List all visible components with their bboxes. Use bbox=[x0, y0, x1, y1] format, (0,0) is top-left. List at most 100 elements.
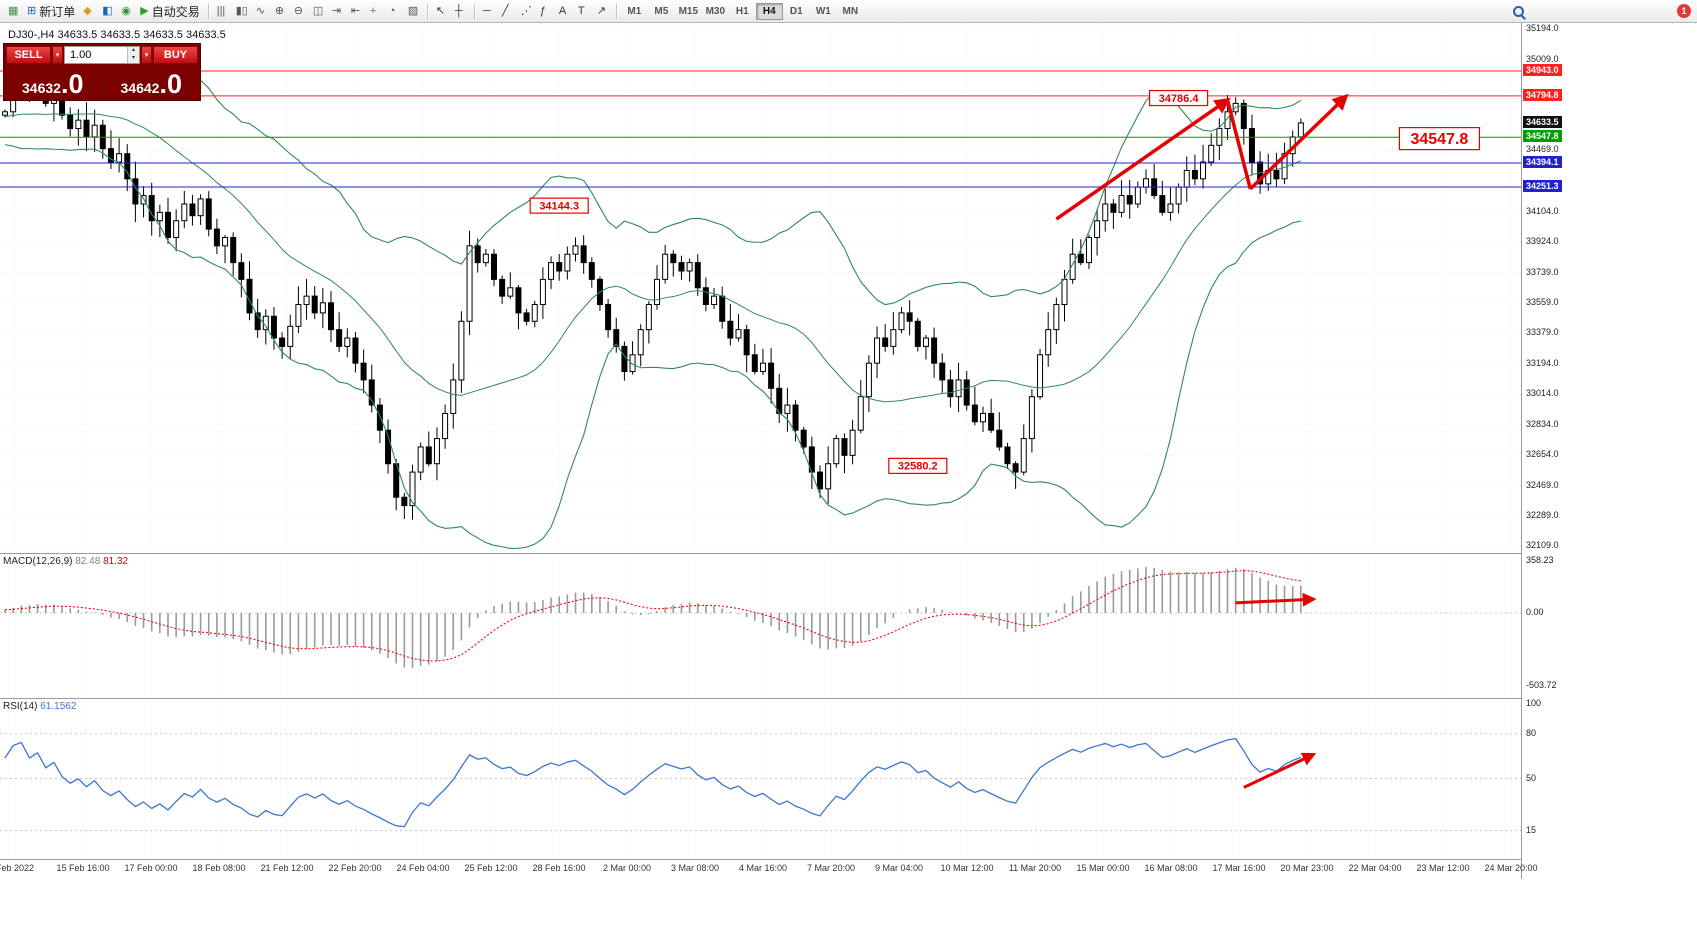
price-tick-label: 33924.0 bbox=[1526, 235, 1559, 246]
trend-arrow[interactable] bbox=[1225, 99, 1253, 190]
volume-increase-button[interactable]: ▴ bbox=[128, 47, 139, 55]
rsi-scale-label: 80 bbox=[1526, 727, 1537, 738]
cursor-button[interactable]: ↖ bbox=[432, 2, 451, 21]
equidistant-channel-icon: ⋰ bbox=[520, 4, 532, 17]
svg-text:34144.3: 34144.3 bbox=[539, 200, 579, 212]
volume-decrease-button[interactable]: ▾ bbox=[128, 55, 139, 63]
search-icon[interactable] bbox=[1512, 5, 1525, 18]
time-scale[interactable]: Feb 2022 15 Feb 16:00 17 Feb 00:00 18 Feb 0… bbox=[0, 859, 1538, 879]
time-label: 18 Feb 08:00 bbox=[192, 863, 246, 873]
timeframe-h1-button[interactable]: H1 bbox=[729, 3, 756, 20]
new-chart-icon: ▦ bbox=[8, 4, 19, 17]
price-annotation[interactable]: 34547.8 bbox=[1398, 126, 1481, 151]
macd-histogram[interactable] bbox=[4, 567, 1302, 668]
price-annotation[interactable]: 34786.4 bbox=[1148, 89, 1209, 107]
periods-button[interactable]: ◔ bbox=[385, 2, 404, 21]
new-order-button[interactable]: ⊞ 新订单 bbox=[23, 2, 79, 21]
volume-input[interactable] bbox=[65, 47, 139, 63]
price-tick-label: 32834.0 bbox=[1526, 418, 1559, 429]
horizontal-line-button[interactable]: ─ bbox=[479, 2, 498, 21]
auto-trading-button[interactable]: ▶ 自动交易 bbox=[136, 2, 203, 21]
timeframe-m1-button[interactable]: M1 bbox=[621, 3, 648, 20]
equidistant-channel-button[interactable]: ⋰ bbox=[517, 2, 536, 21]
toolbar-separator bbox=[473, 3, 475, 19]
sell-button[interactable]: SELL bbox=[6, 46, 51, 64]
trend-arrow[interactable] bbox=[1249, 93, 1349, 191]
text-button[interactable]: A bbox=[555, 2, 574, 21]
candlestick-chart-icon: ▮▯ bbox=[235, 4, 248, 17]
price-tick-label: 33379.0 bbox=[1526, 327, 1559, 338]
auto-scroll-button[interactable]: ⇥ bbox=[328, 2, 347, 21]
market-watch-button[interactable]: ◆ bbox=[79, 2, 98, 21]
horizontal-level-lines[interactable] bbox=[0, 70, 1521, 188]
indicators-icon: + bbox=[369, 4, 377, 17]
timeframe-h4-button[interactable]: H4 bbox=[755, 2, 783, 20]
rsi-line[interactable] bbox=[4, 737, 1302, 828]
chevron-down-icon: ▾ bbox=[144, 52, 149, 59]
fibonacci-button[interactable]: ƒ bbox=[536, 2, 555, 21]
svg-text:34547.8: 34547.8 bbox=[1410, 131, 1468, 148]
scale-border bbox=[1521, 23, 1522, 879]
volume-stepper: ▴ ▾ bbox=[127, 47, 139, 63]
arrows-tool-button[interactable]: ↗ bbox=[593, 2, 612, 21]
timeframe-mn-button[interactable]: MN bbox=[837, 3, 864, 20]
price-annotation[interactable]: 32580.2 bbox=[888, 457, 948, 474]
navigator-button[interactable]: ◉ bbox=[117, 2, 136, 21]
time-label: 9 Mar 04:00 bbox=[874, 863, 924, 873]
price-tick-label: 33739.0 bbox=[1526, 266, 1559, 277]
chart-shift-button[interactable]: ⇤ bbox=[347, 2, 366, 21]
timeframe-m30-button[interactable]: M30 bbox=[702, 3, 729, 20]
trend-arrow[interactable] bbox=[1055, 97, 1231, 221]
bar-chart-icon: ||| bbox=[216, 4, 226, 17]
candlestick-chart-button[interactable]: ▮▯ bbox=[232, 2, 252, 21]
timeframe-m5-button[interactable]: M5 bbox=[648, 3, 675, 20]
rsi-indicator-pane[interactable] bbox=[0, 698, 1521, 859]
buy-button[interactable]: BUY bbox=[153, 46, 198, 64]
macd-indicator-pane[interactable] bbox=[0, 553, 1521, 698]
zoom-in-button[interactable]: ⊕ bbox=[271, 2, 290, 21]
new-chart-button[interactable]: ▦ bbox=[4, 2, 23, 21]
periods-icon: ◔ bbox=[388, 4, 396, 17]
templates-button[interactable]: ▨ bbox=[404, 2, 423, 21]
rsi-scale-label: 15 bbox=[1526, 824, 1537, 835]
timeframe-m15-button[interactable]: M15 bbox=[675, 3, 702, 20]
buy-options-dropdown[interactable]: ▾ bbox=[141, 46, 152, 64]
zoom-out-button[interactable]: ⊖ bbox=[290, 2, 309, 21]
rsi-arrow[interactable] bbox=[1243, 752, 1317, 789]
crosshair-button[interactable]: ┼ bbox=[451, 2, 470, 21]
timeframe-d1-button[interactable]: D1 bbox=[783, 3, 810, 20]
rsi-scale-label: 50 bbox=[1526, 772, 1537, 783]
text-label-button[interactable]: T bbox=[574, 2, 593, 21]
rsi-value: 61.1562 bbox=[40, 701, 77, 712]
price-scale[interactable]: 35194.0 35009.0 34469.0 34104.0 33924.0 33739… bbox=[1522, 23, 1697, 879]
time-label: 22 Feb 20:00 bbox=[328, 863, 382, 873]
price-annotation[interactable]: 34144.3 bbox=[529, 197, 589, 214]
notification-badge[interactable]: 1 bbox=[1677, 4, 1691, 18]
macd-signal-line[interactable] bbox=[4, 570, 1301, 662]
bar-chart-button[interactable]: ||| bbox=[213, 2, 232, 21]
tile-windows-button[interactable]: ◫ bbox=[309, 2, 328, 21]
macd-arrow[interactable] bbox=[1235, 592, 1317, 607]
new-order-label: 新订单 bbox=[39, 4, 76, 19]
auto-trading-icon: ▶ bbox=[140, 4, 149, 17]
toolbar-group-line-studies: ─ ╱ ⋰ ƒ A T ↗ bbox=[479, 2, 612, 21]
trendline-button[interactable]: ╱ bbox=[498, 2, 517, 21]
time-label: 16 Mar 08:00 bbox=[1144, 863, 1198, 873]
sell-options-dropdown[interactable]: ▾ bbox=[52, 46, 63, 64]
price-tag-red: 34794.8 bbox=[1523, 88, 1562, 101]
price-tick-label: 32109.0 bbox=[1526, 540, 1559, 550]
bollinger-bands[interactable] bbox=[4, 45, 1302, 549]
time-label: 21 Feb 12:00 bbox=[260, 863, 314, 873]
price-tag-current: 34633.5 bbox=[1523, 115, 1562, 128]
data-window-button[interactable]: ◧ bbox=[98, 2, 117, 21]
price-tick-label: 35009.0 bbox=[1526, 54, 1559, 64]
pane-separator[interactable] bbox=[0, 698, 1697, 699]
timeframe-w1-button[interactable]: W1 bbox=[810, 3, 837, 20]
line-chart-button[interactable]: ∿ bbox=[252, 2, 271, 21]
trendline-icon: ╱ bbox=[501, 4, 509, 17]
price-chart-pane[interactable]: 34786.4 34144.3 32580.2 34547.8 bbox=[0, 23, 1521, 553]
pane-separator[interactable] bbox=[0, 553, 1697, 554]
price-tick-label: 35194.0 bbox=[1526, 23, 1559, 33]
indicators-button[interactable]: + bbox=[366, 2, 385, 21]
toolbar-separator bbox=[207, 3, 209, 19]
